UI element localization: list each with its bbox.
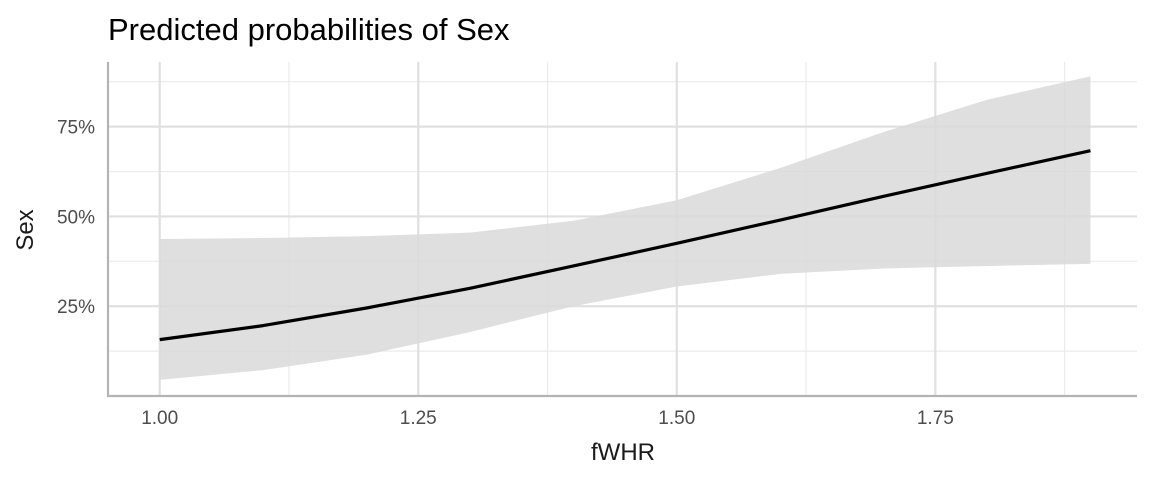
y-tick-label: 25% (57, 297, 95, 318)
y-tick-label: 75% (57, 118, 95, 139)
prediction-line-layer (159, 149, 1091, 342)
x-tick-label: 1.25 (400, 408, 437, 429)
confidence-band-layer (159, 76, 1091, 380)
x-tick-label: 1.00 (141, 408, 178, 429)
y-tick-labels: 25% 50% 75% (57, 118, 95, 319)
y-axis-title: Sex (12, 209, 39, 250)
x-tick-label: 1.50 (658, 408, 695, 429)
predicted-probability-line (159, 149, 1091, 342)
x-axis-title: fWHR (591, 439, 655, 466)
chart-title: Predicted probabilities of Sex (108, 12, 510, 47)
x-tick-label: 1.75 (917, 408, 954, 429)
confidence-band (159, 76, 1091, 380)
x-tick-labels: 1.00 1.25 1.50 1.75 (141, 408, 954, 429)
axes (106, 62, 1137, 398)
y-tick-label: 50% (57, 207, 95, 228)
